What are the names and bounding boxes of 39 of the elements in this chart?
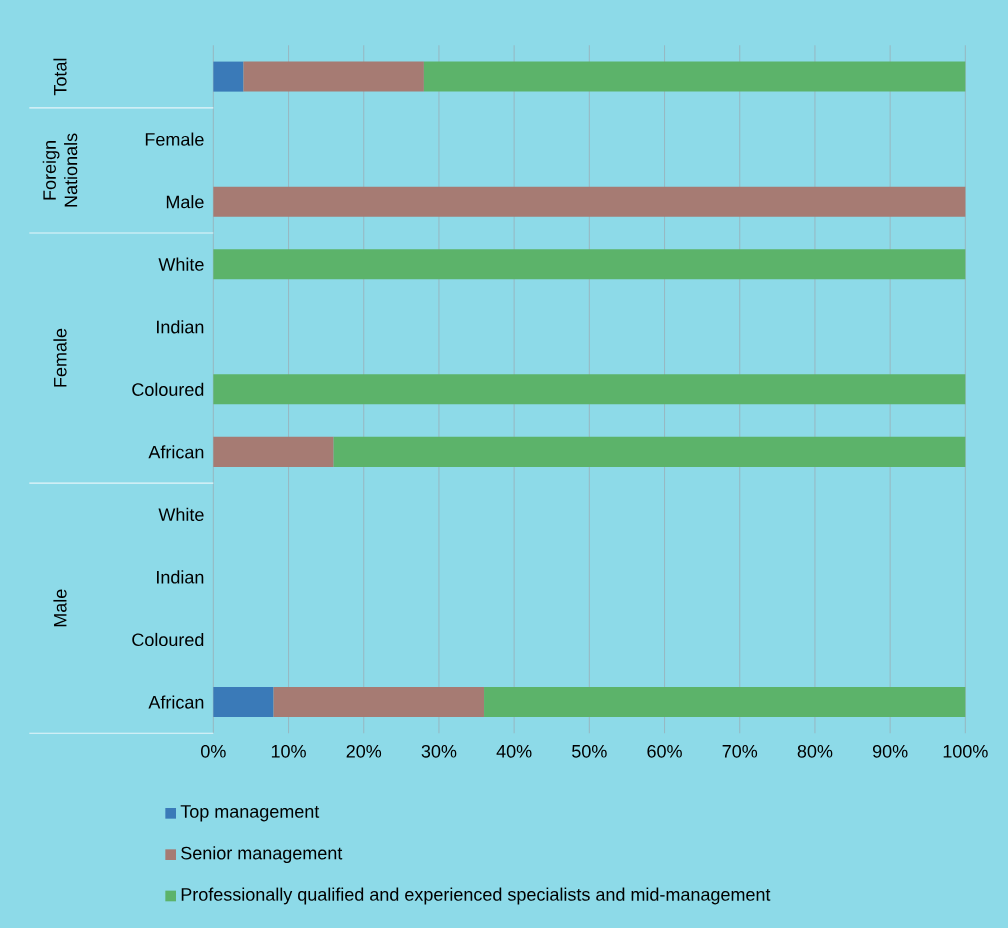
bar bbox=[484, 687, 966, 718]
bar bbox=[213, 374, 966, 405]
bar bbox=[423, 61, 966, 92]
x-tick-label: 40% bbox=[496, 744, 532, 758]
y-tick-label: Indian bbox=[157, 570, 204, 584]
x-tick-label: 20% bbox=[346, 744, 382, 758]
y-tick-label: White bbox=[158, 507, 204, 522]
legend-label: Professionally qualified and experienced specialists and mid-management bbox=[181, 887, 771, 905]
x-tick-label: 10% bbox=[271, 744, 306, 758]
text: Foreign Nationals bbox=[42, 133, 78, 207]
bar bbox=[213, 61, 244, 92]
bar bbox=[213, 186, 966, 217]
x-tick-label: 90% bbox=[872, 744, 908, 758]
x-tick-label: 70% bbox=[722, 744, 758, 758]
y-tick-label: White bbox=[158, 257, 204, 271]
x-tick-label: 50% bbox=[572, 744, 607, 758]
bar bbox=[213, 687, 274, 718]
x-tick-label: 30% bbox=[421, 744, 457, 758]
x-tick-label: 80% bbox=[797, 744, 833, 758]
y-tick-label: African bbox=[148, 445, 204, 459]
bar bbox=[213, 249, 966, 280]
x-tick-label: 60% bbox=[647, 744, 682, 758]
y-tick-label: African bbox=[148, 695, 204, 709]
y-tick-label: Female bbox=[145, 132, 204, 146]
bar bbox=[243, 61, 424, 92]
legend-label: Senior management bbox=[181, 846, 343, 864]
bar bbox=[333, 436, 966, 467]
y-tick-label: Coloured bbox=[132, 382, 204, 396]
text: Male bbox=[53, 589, 67, 627]
text: Total bbox=[53, 58, 67, 96]
y-tick-label: Indian bbox=[157, 320, 204, 334]
bar bbox=[213, 436, 334, 467]
y-tick-label: Male bbox=[166, 195, 204, 209]
x-tick-label: 100% bbox=[943, 744, 988, 758]
x-tick-label: 0% bbox=[201, 744, 226, 758]
text: Female bbox=[53, 328, 67, 387]
bar bbox=[273, 687, 485, 718]
y-tick-label: Coloured bbox=[132, 632, 204, 647]
legend-label: Top management bbox=[180, 805, 320, 822]
